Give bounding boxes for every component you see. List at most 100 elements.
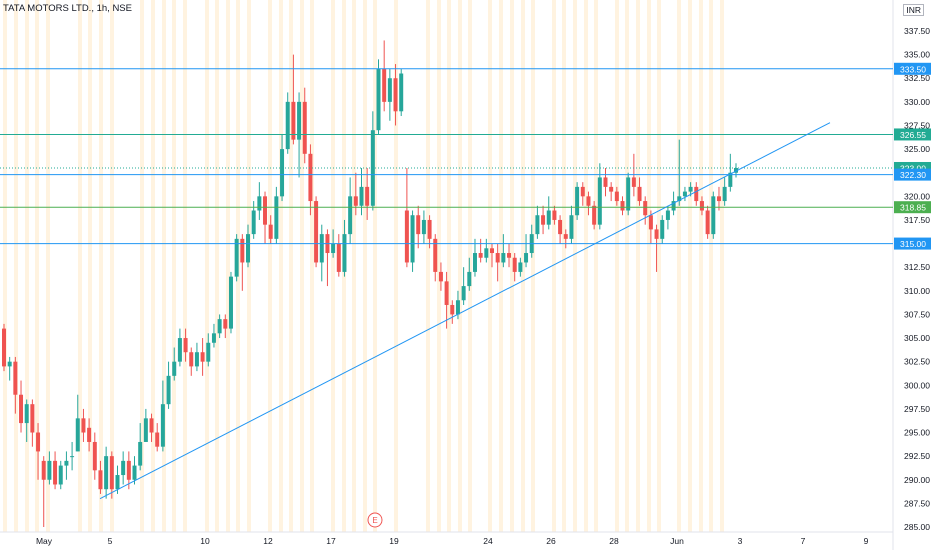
candle-body[interactable] xyxy=(393,78,398,112)
candle-body[interactable] xyxy=(359,186,364,206)
candle-body[interactable] xyxy=(467,271,472,287)
candle-body[interactable] xyxy=(36,432,41,452)
candle-body[interactable] xyxy=(365,186,370,206)
candle-body[interactable] xyxy=(495,253,500,263)
candle-body[interactable] xyxy=(427,219,432,239)
candle-body[interactable] xyxy=(444,281,449,305)
candle-body[interactable] xyxy=(342,234,347,272)
candle-body[interactable] xyxy=(643,201,648,216)
candle-body[interactable] xyxy=(206,342,211,362)
candle-body[interactable] xyxy=(699,201,704,211)
candle-body[interactable] xyxy=(336,243,341,272)
candle-body[interactable] xyxy=(552,210,557,220)
candle-body[interactable] xyxy=(609,186,614,192)
candle-body[interactable] xyxy=(575,186,580,216)
candle-body[interactable] xyxy=(314,201,319,263)
candle-body[interactable] xyxy=(172,361,177,376)
candle-body[interactable] xyxy=(302,101,307,154)
candle-body[interactable] xyxy=(671,201,676,211)
candle-body[interactable] xyxy=(308,153,313,202)
candle-body[interactable] xyxy=(682,191,687,197)
candle-body[interactable] xyxy=(518,262,523,272)
candle-body[interactable] xyxy=(138,441,143,466)
candle-body[interactable] xyxy=(2,328,6,367)
candle-body[interactable] xyxy=(30,404,35,433)
candle-body[interactable] xyxy=(7,361,12,367)
candle-body[interactable] xyxy=(353,196,358,206)
candle-body[interactable] xyxy=(541,215,546,225)
candle-body[interactable] xyxy=(472,253,477,272)
candle-body[interactable] xyxy=(450,304,455,315)
candle-body[interactable] xyxy=(319,234,324,263)
candle-body[interactable] xyxy=(722,186,727,202)
candle-body[interactable] xyxy=(246,234,250,263)
candle-body[interactable] xyxy=(688,186,693,192)
candle-body[interactable] xyxy=(200,352,205,362)
candle-body[interactable] xyxy=(677,196,682,202)
candle-body[interactable] xyxy=(251,210,256,235)
candle-body[interactable] xyxy=(665,210,670,220)
candle-body[interactable] xyxy=(81,418,86,433)
candle-body[interactable] xyxy=(484,248,489,258)
candle-body[interactable] xyxy=(98,470,103,490)
candle-body[interactable] xyxy=(41,460,46,480)
candle-body[interactable] xyxy=(387,78,392,102)
candle-body[interactable] xyxy=(53,460,58,485)
candle-body[interactable] xyxy=(421,219,426,235)
candle-body[interactable] xyxy=(240,238,245,263)
candle-body[interactable] xyxy=(433,238,438,272)
currency-badge[interactable]: INR xyxy=(903,4,924,16)
candle-body[interactable] xyxy=(597,177,602,225)
candle-body[interactable] xyxy=(297,101,302,140)
candle-body[interactable] xyxy=(291,101,296,140)
candle-body[interactable] xyxy=(416,215,421,235)
candle-body[interactable] xyxy=(285,101,290,150)
candle-body[interactable] xyxy=(660,219,665,239)
candle-body[interactable] xyxy=(716,196,721,202)
candle-body[interactable] xyxy=(410,215,415,263)
candle-body[interactable] xyxy=(109,456,114,490)
candle-body[interactable] xyxy=(734,167,738,173)
candle-body[interactable] xyxy=(70,456,75,458)
candle-body[interactable] xyxy=(382,68,387,102)
candle-body[interactable] xyxy=(614,191,619,202)
candle-body[interactable] xyxy=(728,172,733,187)
candle-body[interactable] xyxy=(149,418,154,433)
candle-body[interactable] xyxy=(274,196,279,239)
candle-body[interactable] xyxy=(490,248,494,254)
candle-body[interactable] xyxy=(524,253,529,263)
candle-body[interactable] xyxy=(404,210,409,263)
candle-body[interactable] xyxy=(348,196,353,235)
candle-body[interactable] xyxy=(637,186,642,202)
candle-body[interactable] xyxy=(75,418,80,452)
candle-body[interactable] xyxy=(64,460,69,466)
candle-body[interactable] xyxy=(166,375,171,405)
candle-body[interactable] xyxy=(268,224,273,239)
candle-body[interactable] xyxy=(438,271,443,282)
candle-body[interactable] xyxy=(711,196,716,235)
candle-body[interactable] xyxy=(280,149,285,197)
candle-body[interactable] xyxy=(461,286,466,301)
candle-body[interactable] xyxy=(211,333,216,343)
candle-body[interactable] xyxy=(603,177,608,187)
candle-body[interactable] xyxy=(19,394,24,424)
candle-body[interactable] xyxy=(13,361,18,395)
candle-body[interactable] xyxy=(92,441,97,471)
candle-body[interactable] xyxy=(512,257,517,272)
candle-body[interactable] xyxy=(626,177,631,211)
candle-body[interactable] xyxy=(155,432,160,447)
candle-body[interactable] xyxy=(126,460,131,480)
candle-body[interactable] xyxy=(189,352,194,367)
candle-body[interactable] xyxy=(694,186,699,202)
candle-body[interactable] xyxy=(194,352,199,367)
candle-body[interactable] xyxy=(24,404,29,424)
candle-body[interactable] xyxy=(654,229,659,239)
candle-body[interactable] xyxy=(58,465,63,485)
trendline[interactable] xyxy=(99,122,831,500)
candle-body[interactable] xyxy=(399,73,404,112)
candle-body[interactable] xyxy=(501,253,506,263)
candle-body[interactable] xyxy=(705,210,710,235)
earnings-marker[interactable] xyxy=(367,512,383,528)
candle-body[interactable] xyxy=(478,253,483,258)
